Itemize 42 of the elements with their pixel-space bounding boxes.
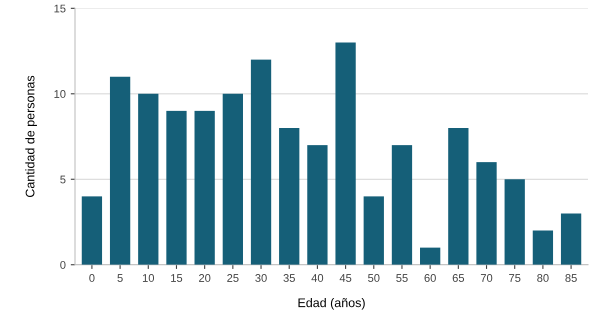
bar	[560, 213, 582, 265]
x-axis-title: Edad (años)	[298, 298, 365, 310]
y-tick-label: 15	[54, 4, 66, 12]
bar	[110, 76, 130, 265]
x-tick-label: 15	[171, 274, 182, 282]
x-tick-label: 10	[142, 274, 154, 282]
bar	[504, 179, 525, 265]
x-tick-label: 40	[311, 274, 324, 282]
x-tick-label: 70	[480, 274, 492, 282]
bar	[307, 145, 328, 265]
x-tick-label: 85	[565, 274, 577, 282]
x-tick-label: 60	[424, 274, 436, 282]
bar	[82, 196, 102, 265]
x-tick-label: 75	[509, 274, 520, 282]
bar	[194, 110, 215, 265]
bar	[420, 248, 440, 265]
x-tick-label: 25	[227, 274, 239, 282]
bar	[532, 230, 554, 265]
bar	[166, 110, 187, 265]
bar	[448, 128, 468, 265]
bar	[250, 60, 272, 265]
x-tick-label: 45	[340, 274, 352, 282]
y-tick-label: 0	[60, 261, 66, 269]
bar	[138, 94, 158, 265]
bar	[364, 196, 384, 265]
bar	[279, 128, 300, 265]
x-tick-label: 65	[452, 274, 464, 282]
y-axis-title: Cantidad de personas	[25, 76, 37, 198]
bar	[222, 94, 243, 265]
x-tick-label: 20	[199, 274, 210, 282]
x-tick-label: 35	[283, 274, 295, 282]
x-tick-label: 30	[255, 274, 267, 282]
bar	[392, 145, 412, 265]
bar	[335, 42, 356, 265]
x-tick-label: 55	[396, 274, 408, 282]
bar	[476, 162, 497, 265]
x-tick-label: 80	[537, 274, 549, 282]
x-tick-label: 0	[89, 274, 95, 282]
x-tick-label: 5	[117, 274, 123, 282]
y-tick-label: 5	[60, 176, 66, 184]
y-tick-label: 10	[54, 90, 66, 98]
x-tick-label: 50	[368, 274, 380, 282]
